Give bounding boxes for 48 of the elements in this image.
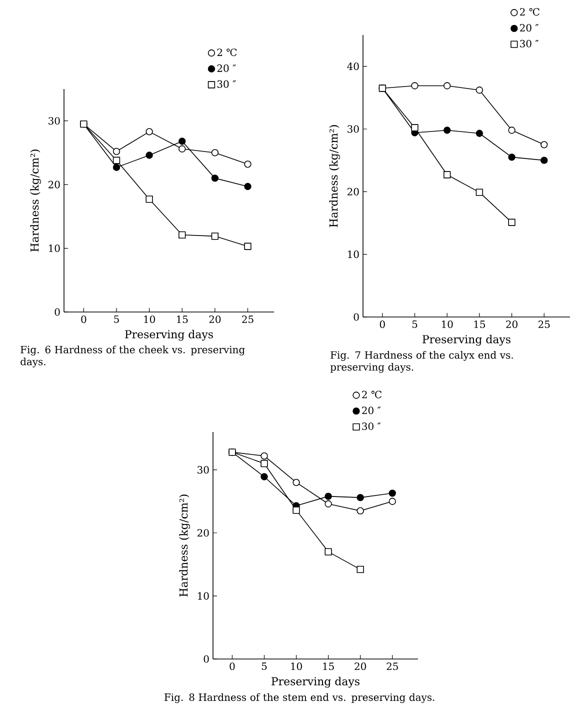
y-tick-label: 20 [347, 188, 359, 196]
y-tick-label: 30 [348, 125, 359, 133]
x-tick-label: 10 [291, 662, 302, 670]
y-tick-label: 0 [54, 308, 60, 316]
legend-label: 30 ″ [217, 80, 236, 88]
caption: Fig. 7 Hardness of the calyx end vs. preserving days. [330, 351, 513, 373]
x-tick-label: 5 [412, 320, 418, 328]
legend-label: 2 ℃ [520, 8, 540, 16]
x-tick-label: 5 [114, 316, 119, 323]
legend-label: 30 ″ [520, 40, 539, 48]
x-axis-title: Preserving days [422, 334, 510, 346]
x-tick-label: 15 [177, 316, 188, 324]
x-tick-label: 15 [323, 662, 334, 670]
legend-label: 20 ″ [217, 64, 236, 72]
y-axis-title: Hardness (kg/cm²) [329, 125, 340, 228]
caption: Fig. 8 Hardness of the stem end vs. preserving days. [164, 693, 434, 704]
legend-label: 2 ℃ [217, 48, 237, 56]
legend-label: 20 ″ [520, 24, 539, 32]
x-tick-label: 25 [242, 316, 254, 324]
y-tick-label: 10 [198, 592, 209, 600]
x-tick-label: 0 [81, 316, 86, 324]
x-tick-label: 5 [262, 662, 267, 670]
y-tick-label: 20 [48, 180, 60, 188]
y-tick-label: 10 [348, 250, 359, 258]
x-tick-label: 10 [442, 320, 453, 328]
x-tick-label: 20 [209, 316, 221, 324]
legend-label: 20 ″ [362, 406, 381, 414]
y-axis-title: Hardness (kg/cm²) [30, 150, 41, 252]
x-tick-label: 25 [538, 320, 550, 328]
y-tick-label: 0 [204, 655, 209, 663]
legend-label: 2 ℃ [362, 390, 382, 398]
caption: Fig. 6 Hardness of the cheek vs. preserving days. [20, 346, 245, 368]
x-axis-title: Preserving days [272, 676, 360, 688]
x-tick-label: 25 [386, 662, 398, 670]
y-tick-label: 30 [198, 466, 209, 474]
x-tick-label: 15 [474, 320, 486, 328]
legend-label: 30 ″ [362, 422, 381, 430]
y-tick-label: 30 [48, 117, 60, 125]
y-axis-title: Hardness (kg/cm²) [179, 494, 190, 597]
x-tick-label: 10 [144, 316, 155, 324]
y-tick-label: 10 [49, 244, 60, 252]
x-axis-title: Preserving days [125, 330, 213, 341]
x-tick-label: 20 [506, 320, 518, 328]
x-tick-label: 0 [380, 320, 385, 328]
y-tick-label: 40 [347, 62, 359, 70]
x-tick-label: 0 [230, 662, 235, 670]
y-tick-label: 20 [197, 529, 209, 537]
x-tick-label: 20 [354, 662, 366, 670]
